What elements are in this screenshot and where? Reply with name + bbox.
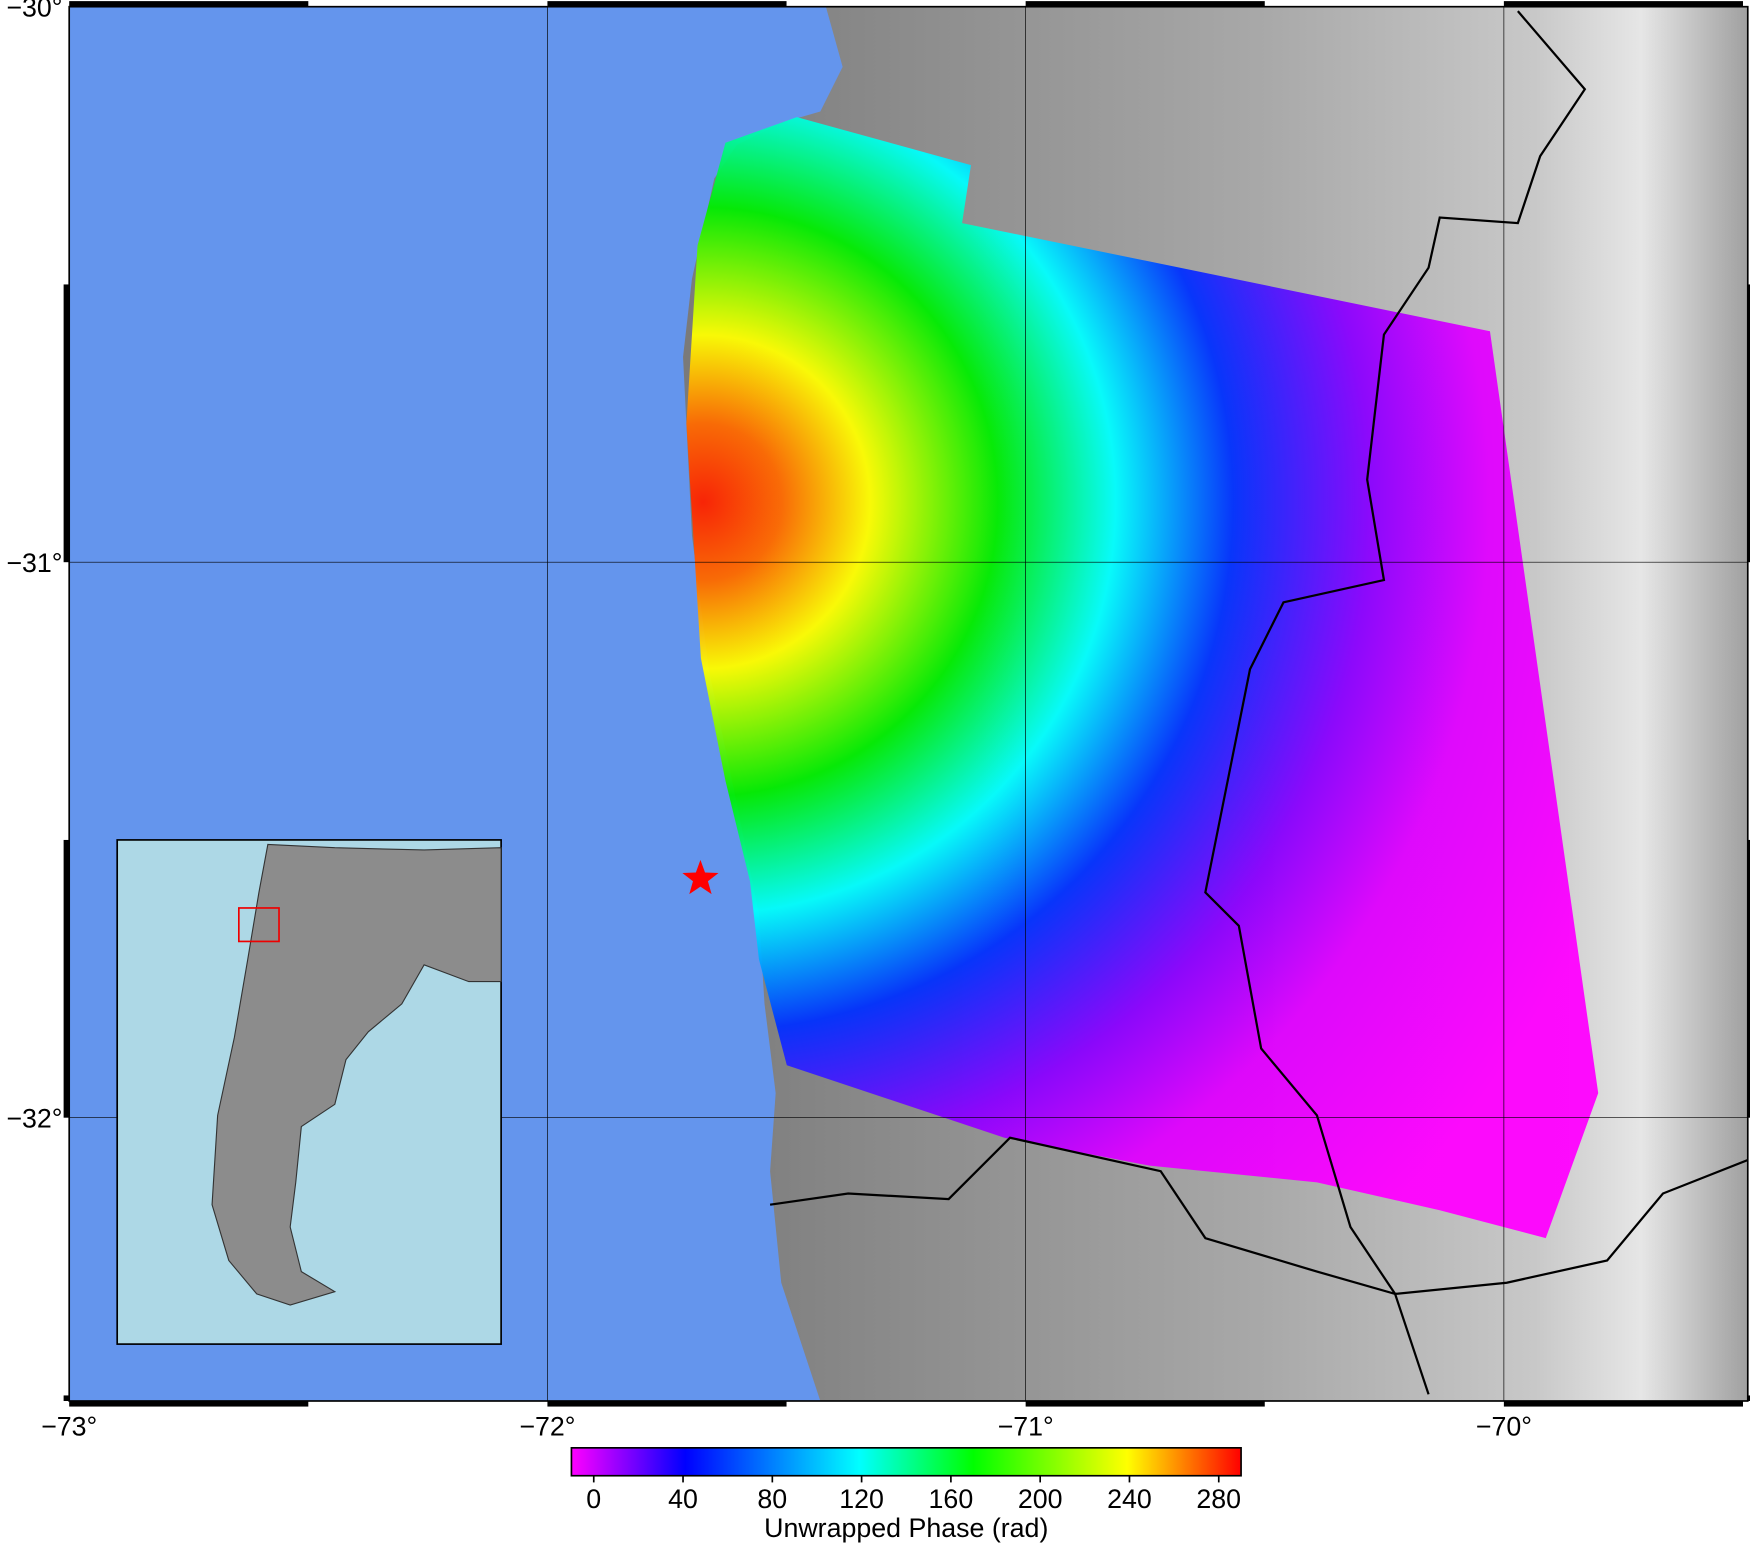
colorbar-label: Unwrapped Phase (rad) (764, 1513, 1048, 1543)
x-tick-label: −73° (41, 1412, 97, 1442)
frame-segment (1747, 1395, 1750, 1401)
interferogram (686, 117, 1599, 1239)
colorbar-tick-label: 280 (1196, 1484, 1241, 1514)
y-tick-label: −30° (6, 0, 62, 23)
frame-segment (1025, 1, 1265, 7)
colorbar-tick-label: 120 (839, 1484, 884, 1514)
x-tick-label: −71° (998, 1412, 1054, 1442)
frame-segment (69, 1, 309, 7)
frame-segment (1747, 839, 1750, 1118)
x-tick-label: −70° (1476, 1412, 1532, 1442)
colorbar-tick-label: 80 (757, 1484, 787, 1514)
inset-map (116, 839, 502, 1345)
frame-segment (69, 1400, 309, 1407)
frame-segment (1747, 284, 1750, 563)
colorbar-tick-label: 240 (1107, 1484, 1152, 1514)
colorbar-tick-label: 200 (1018, 1484, 1063, 1514)
border-line (769, 1136, 1748, 1296)
x-tick-label: −72° (519, 1412, 575, 1442)
frame-segment (63, 284, 70, 563)
inset-locator (238, 907, 280, 943)
colorbar-tick-label: 160 (929, 1484, 974, 1514)
frame-segment (1025, 1400, 1265, 1407)
frame-segment (63, 839, 70, 1118)
colorbar-tick-label: 0 (586, 1484, 601, 1514)
colorbar-tick-label: 40 (668, 1484, 698, 1514)
frame-bars (63, 1, 1750, 1407)
map-frame (68, 5, 1749, 1402)
y-tick-label: −32° (6, 1104, 62, 1134)
frame-segment (547, 1400, 787, 1407)
y-tick-label: −31° (6, 548, 62, 578)
epicenter-star (682, 859, 719, 895)
colorbar-ramp (570, 1447, 1242, 1477)
map-area (69, 6, 1748, 1401)
frame-segment (547, 1, 787, 7)
border-line (1204, 10, 1587, 1395)
frame-segment (1503, 1, 1743, 7)
inset-land (211, 843, 502, 1306)
frame-segment (1503, 1400, 1743, 1407)
colorbar (570, 1447, 1242, 1483)
frame-segment (63, 1395, 70, 1401)
